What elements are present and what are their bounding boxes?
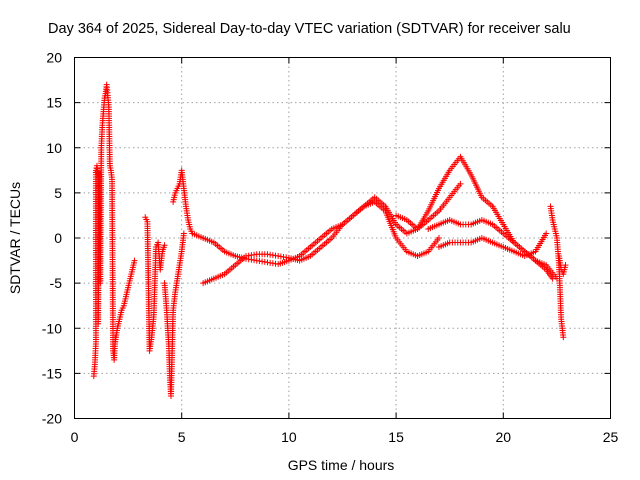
series-tail-22.8h xyxy=(556,253,569,278)
tick-labels: 0 5 10 15 20 25 -20 -15 -10 -5 0 5 10 15 20 xyxy=(42,50,619,446)
y-tick-label: 0 xyxy=(54,230,62,246)
series-arc-e xyxy=(435,230,550,260)
data-point xyxy=(131,257,138,264)
x-tick-label: 0 xyxy=(71,429,79,445)
y-tick-label: -15 xyxy=(42,365,62,381)
data-point xyxy=(161,242,168,249)
data-point xyxy=(560,334,567,341)
y-tick-label: 15 xyxy=(46,95,62,111)
chart-title: Day 364 of 2025, Sidereal Day-to-day VTE… xyxy=(48,21,571,37)
series-scatter-3-4h xyxy=(142,214,168,354)
data-points xyxy=(90,81,569,399)
x-axis-label: GPS time / hours xyxy=(288,457,395,473)
data-point xyxy=(435,235,442,241)
series-drop-2h xyxy=(112,257,138,345)
series-arc-c xyxy=(393,153,556,282)
y-tick-label: 20 xyxy=(46,50,62,66)
y-axis-label: SDTVAR / TECUs xyxy=(7,182,23,294)
series-tail-22.5h xyxy=(547,203,567,341)
x-tick-label: 15 xyxy=(388,429,404,445)
series-arc-b xyxy=(200,180,464,287)
series-peak-5h xyxy=(170,167,196,237)
x-tick-label: 20 xyxy=(496,429,512,445)
x-tick-label: 10 xyxy=(281,429,297,445)
y-tick-label: -5 xyxy=(50,275,63,291)
y-tick-label: 10 xyxy=(46,140,62,156)
plot-frame xyxy=(74,57,611,419)
y-tick-label: -20 xyxy=(42,411,62,427)
y-tick-label: -10 xyxy=(42,320,62,336)
series-dip-4.5h xyxy=(161,230,187,399)
data-point xyxy=(457,180,464,187)
y-tick-label: 5 xyxy=(54,185,62,201)
data-point xyxy=(180,230,187,237)
x-tick-label: 5 xyxy=(178,429,186,445)
data-point xyxy=(562,262,569,269)
x-tick-label: 25 xyxy=(603,429,619,445)
series-early-cluster xyxy=(90,81,119,380)
data-point xyxy=(543,230,550,237)
